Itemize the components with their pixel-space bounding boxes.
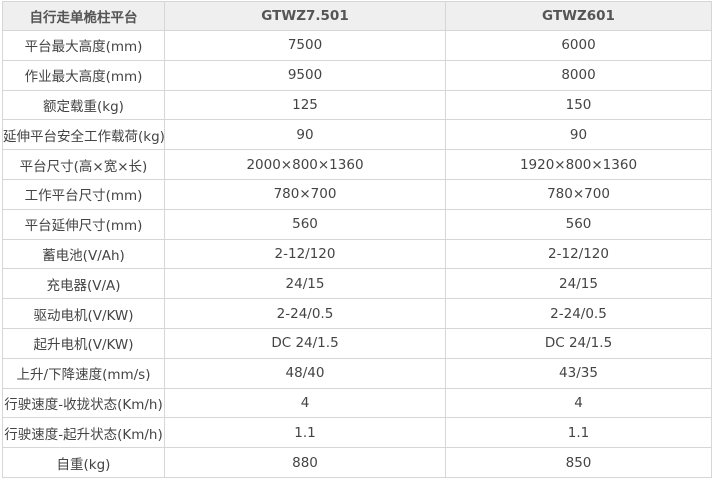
table-row: 自重(kg) 880 850: [2, 447, 712, 478]
table-cell: 560: [445, 208, 712, 240]
table-row: 延伸平台安全工作载荷(kg) 90 90: [2, 119, 712, 151]
table-cell: 起升电机(V/KW): [2, 327, 165, 359]
table-cell: 2000×800×1360: [164, 149, 446, 180]
table-cell: 蓄电池(V/Ah): [2, 238, 165, 270]
table-row: 充电器(V/A) 24/15 24/15: [2, 268, 712, 300]
table-cell: 4: [445, 387, 712, 419]
table-cell: 额定载重(kg): [2, 89, 165, 121]
table-cell: 48/40: [164, 357, 446, 389]
table-row: 作业最大高度(mm) 9500 8000: [2, 59, 712, 91]
table-cell: 平台最大高度(mm): [2, 30, 165, 61]
table-cell: 4: [164, 387, 446, 419]
table-row: 平台延伸尺寸(mm) 560 560: [2, 208, 712, 240]
table-cell: 1.1: [164, 417, 446, 449]
table-cell: 1.1: [445, 417, 712, 449]
table-cell: 2-12/120: [164, 238, 446, 270]
table-cell: 驱动电机(V/KW): [2, 298, 165, 329]
table-row: 上升/下降速度(mm/s) 48/40 43/35: [2, 357, 712, 389]
table-cell: 行驶速度-收拢状态(Km/h): [2, 387, 165, 419]
table-cell: 90: [445, 119, 712, 151]
table-row: 蓄电池(V/Ah) 2-12/120 2-12/120: [2, 238, 712, 270]
table-row: 平台尺寸(高×宽×长) 2000×800×1360 1920×800×1360: [2, 149, 712, 180]
table-cell: 1920×800×1360: [445, 149, 712, 180]
table-cell: 125: [164, 89, 446, 121]
table-cell: 平台尺寸(高×宽×长): [2, 149, 165, 180]
table-cell: 6000: [445, 30, 712, 61]
table-cell: 7500: [164, 30, 446, 61]
table-row: 行驶速度-收拢状态(Km/h) 4 4: [2, 387, 712, 419]
table-cell: 560: [164, 208, 446, 240]
spec-table: 自行走单桅柱平台 GTWZ7.501 GTWZ601 平台最大高度(mm) 7500 6…: [2, 1, 712, 478]
header-row: 自行走单桅柱平台 GTWZ7.501 GTWZ601: [2, 1, 712, 31]
table-cell: 行驶速度-起升状态(Km/h): [2, 417, 165, 449]
table-cell: DC 24/1.5: [445, 327, 712, 359]
table-cell: 24/15: [445, 268, 712, 300]
table-row: 平台最大高度(mm) 7500 6000: [2, 30, 712, 61]
table-cell: 24/15: [164, 268, 446, 300]
table-cell: 2-24/0.5: [445, 298, 712, 329]
table-row: 行驶速度-起升状态(Km/h) 1.1 1.1: [2, 417, 712, 449]
table-cell: 8000: [445, 59, 712, 91]
table-cell: 平台延伸尺寸(mm): [2, 208, 165, 240]
table-row: 工作平台尺寸(mm) 780×700 780×700: [2, 178, 712, 210]
table-cell: 作业最大高度(mm): [2, 59, 165, 91]
header-cell: 自行走单桅柱平台: [2, 1, 165, 31]
table-cell: 2-12/120: [445, 238, 712, 270]
table-cell: 工作平台尺寸(mm): [2, 178, 165, 210]
table-row: 驱动电机(V/KW) 2-24/0.5 2-24/0.5: [2, 298, 712, 329]
table-row: 额定载重(kg) 125 150: [2, 89, 712, 121]
table-cell: DC 24/1.5: [164, 327, 446, 359]
table-cell: 90: [164, 119, 446, 151]
table-cell: 150: [445, 89, 712, 121]
table-cell: 880: [164, 447, 446, 478]
table-cell: 43/35: [445, 357, 712, 389]
table-cell: 自重(kg): [2, 447, 165, 478]
table-cell: 9500: [164, 59, 446, 91]
table-cell: 延伸平台安全工作载荷(kg): [2, 119, 165, 151]
table-cell: 上升/下降速度(mm/s): [2, 357, 165, 389]
table-cell: 2-24/0.5: [164, 298, 446, 329]
table-row: 起升电机(V/KW) DC 24/1.5 DC 24/1.5: [2, 327, 712, 359]
table-cell: 780×700: [164, 178, 446, 210]
header-cell: GTWZ7.501: [164, 1, 446, 31]
table-cell: 充电器(V/A): [2, 268, 165, 300]
table-cell: 780×700: [445, 178, 712, 210]
header-cell: GTWZ601: [445, 1, 712, 31]
table-cell: 850: [445, 447, 712, 478]
